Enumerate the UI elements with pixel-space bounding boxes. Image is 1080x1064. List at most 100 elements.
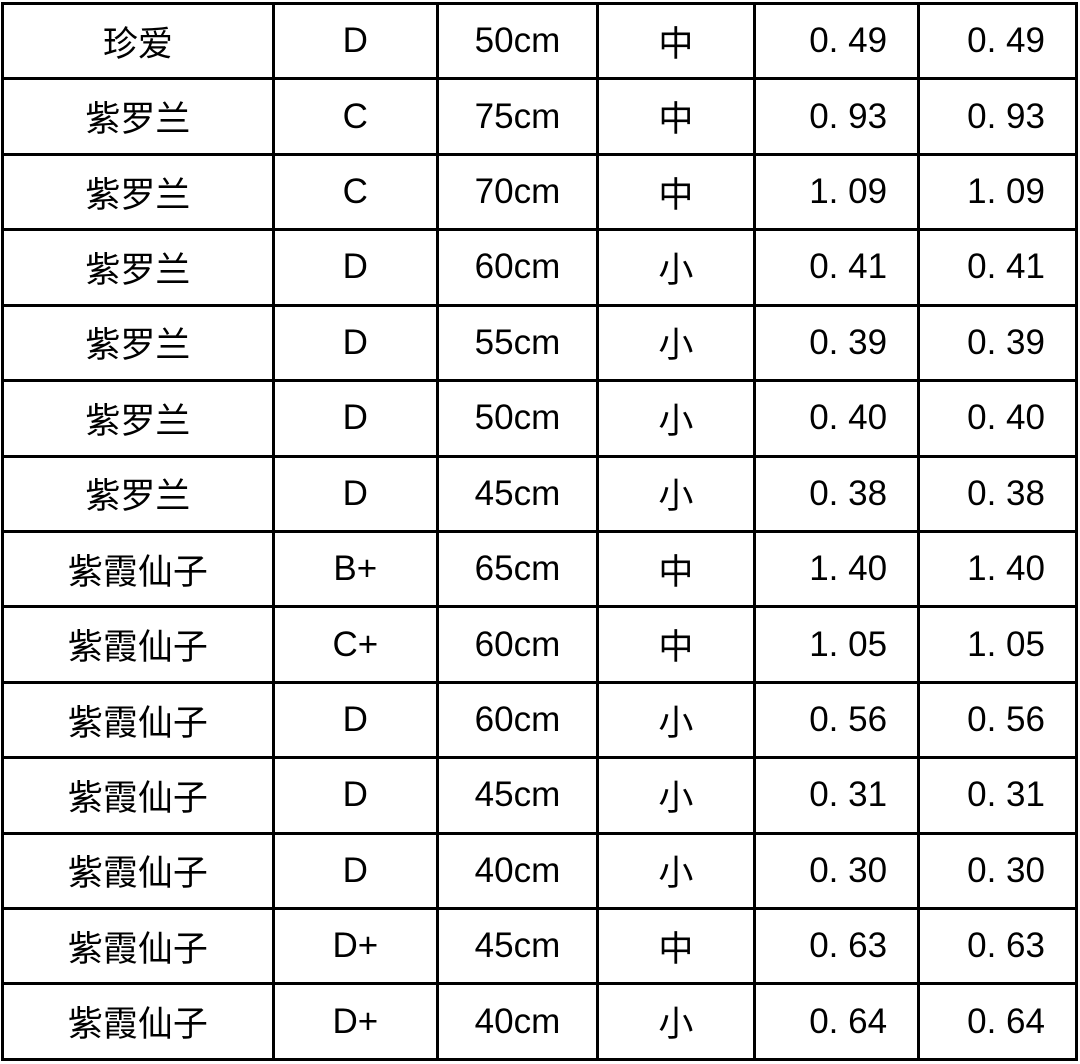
- size-class-cell: 小: [595, 228, 756, 307]
- length-cell: 60cm: [435, 680, 599, 760]
- length-cell: 45cm: [435, 907, 599, 986]
- value-a-cell: 0. 41: [752, 228, 921, 307]
- value-a-cell: 1. 40: [752, 529, 921, 609]
- value-b-cell: 1. 05: [917, 605, 1078, 684]
- name-cell: 紫霞仙子: [1, 982, 275, 1061]
- value-b-cell: 1. 40: [917, 529, 1078, 609]
- size-class-cell: 中: [595, 77, 756, 156]
- value-b-cell: 0. 40: [917, 379, 1078, 458]
- name-cell: 紫霞仙子: [1, 756, 275, 835]
- grade-cell: D+: [271, 982, 439, 1061]
- value-a-cell: 0. 93: [752, 77, 921, 156]
- size-class-cell: 小: [595, 379, 756, 458]
- value-a-cell: 0. 63: [752, 907, 921, 986]
- value-b-cell: 0. 39: [917, 303, 1078, 383]
- value-b-cell: 0. 41: [917, 228, 1078, 307]
- name-cell: 紫罗兰: [1, 303, 275, 383]
- length-cell: 65cm: [435, 529, 599, 609]
- length-cell: 70cm: [435, 152, 599, 232]
- table-row: 紫霞仙子 D 45cm 小 0. 31 0. 31: [1, 756, 1078, 835]
- value-b-cell: 1. 09: [917, 152, 1078, 232]
- value-b-cell: 0. 38: [917, 454, 1078, 533]
- grade-cell: C: [271, 77, 439, 156]
- table-row: 紫罗兰 C 70cm 中 1. 09 1. 09: [1, 152, 1078, 232]
- value-a-cell: 0. 31: [752, 756, 921, 835]
- value-b-cell: 0. 30: [917, 831, 1078, 911]
- name-cell: 紫霞仙子: [1, 680, 275, 760]
- size-class-cell: 中: [595, 152, 756, 232]
- length-cell: 45cm: [435, 756, 599, 835]
- grade-cell: D+: [271, 907, 439, 986]
- name-cell: 紫霞仙子: [1, 605, 275, 684]
- grade-cell: D: [271, 756, 439, 835]
- size-class-cell: 小: [595, 756, 756, 835]
- table-row: 紫霞仙子 D+ 45cm 中 0. 63 0. 63: [1, 907, 1078, 986]
- name-cell: 紫罗兰: [1, 228, 275, 307]
- grade-cell: D: [271, 303, 439, 383]
- value-a-cell: 0. 40: [752, 379, 921, 458]
- grade-cell: D: [271, 454, 439, 533]
- value-b-cell: 0. 49: [917, 1, 1078, 81]
- name-cell: 紫罗兰: [1, 77, 275, 156]
- size-class-cell: 小: [595, 982, 756, 1061]
- value-a-cell: 0. 38: [752, 454, 921, 533]
- length-cell: 45cm: [435, 454, 599, 533]
- grade-cell: D: [271, 379, 439, 458]
- name-cell: 紫霞仙子: [1, 907, 275, 986]
- table-row: 紫罗兰 D 60cm 小 0. 41 0. 41: [1, 228, 1078, 307]
- size-class-cell: 中: [595, 529, 756, 609]
- value-b-cell: 0. 63: [917, 907, 1078, 986]
- grade-cell: D: [271, 680, 439, 760]
- grade-cell: D: [271, 228, 439, 307]
- name-cell: 紫霞仙子: [1, 529, 275, 609]
- size-class-cell: 小: [595, 454, 756, 533]
- table-row: 紫霞仙子 B+ 65cm 中 1. 40 1. 40: [1, 529, 1078, 609]
- value-a-cell: 0. 30: [752, 831, 921, 911]
- value-a-cell: 0. 49: [752, 1, 921, 81]
- value-a-cell: 0. 39: [752, 303, 921, 383]
- table-row: 紫霞仙子 D 40cm 小 0. 30 0. 30: [1, 831, 1078, 911]
- length-cell: 60cm: [435, 228, 599, 307]
- value-b-cell: 0. 93: [917, 77, 1078, 156]
- grade-cell: C+: [271, 605, 439, 684]
- value-a-cell: 1. 05: [752, 605, 921, 684]
- size-class-cell: 中: [595, 907, 756, 986]
- length-cell: 50cm: [435, 1, 599, 81]
- name-cell: 紫霞仙子: [1, 831, 275, 911]
- table-row: 紫罗兰 D 55cm 小 0. 39 0. 39: [1, 303, 1078, 383]
- value-a-cell: 0. 56: [752, 680, 921, 760]
- length-cell: 50cm: [435, 379, 599, 458]
- length-cell: 40cm: [435, 831, 599, 911]
- size-class-cell: 小: [595, 303, 756, 383]
- length-cell: 75cm: [435, 77, 599, 156]
- table-row: 紫罗兰 C 75cm 中 0. 93 0. 93: [1, 77, 1078, 156]
- size-class-cell: 中: [595, 605, 756, 684]
- grade-cell: B+: [271, 529, 439, 609]
- value-a-cell: 0. 64: [752, 982, 921, 1061]
- size-class-cell: 小: [595, 680, 756, 760]
- value-b-cell: 0. 64: [917, 982, 1078, 1061]
- name-cell: 珍爱: [1, 1, 275, 81]
- grade-cell: D: [271, 831, 439, 911]
- name-cell: 紫罗兰: [1, 379, 275, 458]
- table-row: 紫罗兰 D 50cm 小 0. 40 0. 40: [1, 379, 1078, 458]
- name-cell: 紫罗兰: [1, 454, 275, 533]
- value-b-cell: 0. 31: [917, 756, 1078, 835]
- length-cell: 55cm: [435, 303, 599, 383]
- name-cell: 紫罗兰: [1, 152, 275, 232]
- table-row: 紫霞仙子 C+ 60cm 中 1. 05 1. 05: [1, 605, 1078, 684]
- value-b-cell: 0. 56: [917, 680, 1078, 760]
- length-cell: 40cm: [435, 982, 599, 1061]
- table-row: 紫霞仙子 D+ 40cm 小 0. 64 0. 64: [1, 982, 1078, 1061]
- table-row: 紫罗兰 D 45cm 小 0. 38 0. 38: [1, 454, 1078, 533]
- size-class-cell: 中: [595, 1, 756, 81]
- table-row: 珍爱 D 50cm 中 0. 49 0. 49: [1, 1, 1078, 81]
- grade-cell: C: [271, 152, 439, 232]
- size-class-cell: 小: [595, 831, 756, 911]
- length-cell: 60cm: [435, 605, 599, 684]
- table-row: 紫霞仙子 D 60cm 小 0. 56 0. 56: [1, 680, 1078, 760]
- value-a-cell: 1. 09: [752, 152, 921, 232]
